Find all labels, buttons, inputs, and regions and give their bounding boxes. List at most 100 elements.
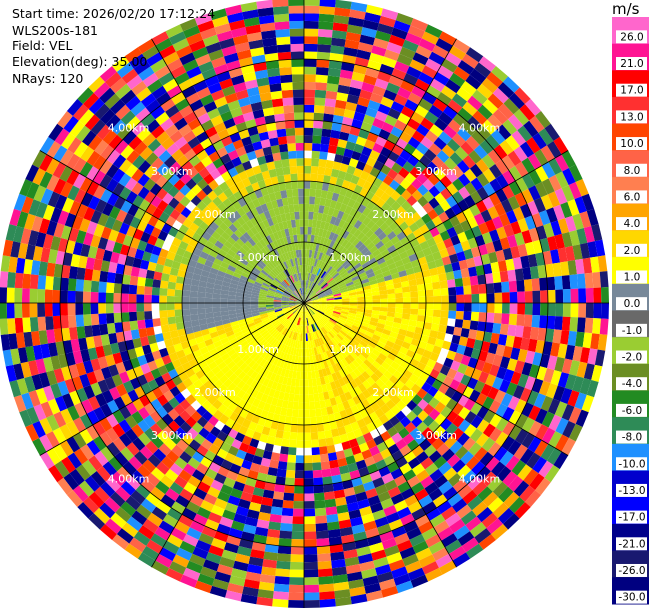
- velocity-gate: [126, 74, 143, 90]
- velocity-gate: [286, 330, 292, 338]
- velocity-gate: [130, 329, 140, 340]
- velocity-gate: [104, 93, 121, 109]
- colorbar-label-background: [616, 537, 647, 551]
- velocity-gate: [276, 358, 283, 368]
- velocity-gate: [395, 410, 407, 422]
- velocity-gate: [147, 453, 162, 468]
- velocity-gate: [137, 276, 146, 287]
- velocity-gate: [245, 284, 254, 290]
- velocity-gate: [83, 92, 100, 110]
- velocity-gate: [60, 290, 68, 303]
- velocity-gate: [387, 262, 397, 271]
- velocity-gate: [159, 317, 169, 326]
- velocity-gate: [545, 328, 555, 343]
- velocity-gate: [365, 268, 374, 276]
- velocity-gate: [348, 509, 362, 520]
- velocity-gate: [290, 306, 298, 310]
- velocity-gate: [569, 360, 580, 377]
- velocity-gate: [310, 424, 318, 433]
- velocity-gate: [296, 317, 301, 326]
- velocity-gate: [294, 340, 299, 349]
- velocity-gate: [93, 184, 106, 200]
- velocity-gate: [390, 468, 404, 480]
- velocity-gate: [131, 181, 144, 196]
- velocity-gate: [365, 107, 378, 118]
- velocity-gate: [105, 114, 121, 130]
- velocity-gate: [151, 435, 164, 449]
- velocity-gate: [17, 242, 29, 259]
- velocity-gate: [436, 500, 452, 515]
- velocity-gate: [281, 281, 288, 288]
- velocity-gate: [273, 207, 281, 216]
- velocity-gate: [289, 339, 295, 348]
- velocity-gate: [168, 397, 180, 409]
- velocity-gate: [292, 523, 304, 532]
- velocity-gate: [258, 308, 267, 313]
- velocity-gate: [526, 137, 541, 154]
- velocity-gate: [411, 189, 423, 201]
- velocity-gate: [324, 311, 333, 316]
- velocity-gate: [427, 208, 439, 220]
- velocity-gate: [562, 420, 576, 439]
- velocity-gate: [232, 220, 242, 230]
- velocity-gate: [555, 289, 564, 303]
- velocity-gate: [99, 159, 113, 175]
- velocity-gate: [106, 441, 121, 457]
- velocity-gate: [296, 325, 300, 333]
- velocity-gate: [371, 214, 381, 224]
- velocity-gate: [227, 299, 236, 303]
- velocity-gate: [100, 446, 115, 462]
- velocity-gate: [356, 49, 372, 60]
- velocity-gate: [304, 81, 316, 90]
- velocity-gate: [262, 318, 271, 324]
- velocity-gate: [409, 358, 420, 368]
- velocity-gate: [196, 178, 209, 190]
- velocity-gate: [408, 253, 418, 263]
- velocity-gate: [304, 5, 320, 14]
- velocity-gate: [220, 294, 229, 300]
- velocity-gate: [92, 421, 106, 436]
- velocity-gate: [396, 365, 407, 375]
- velocity-gate: [308, 348, 313, 357]
- velocity-gate: [319, 304, 327, 307]
- velocity-gate: [304, 135, 313, 144]
- velocity-gate: [323, 206, 330, 215]
- velocity-gate: [137, 552, 156, 568]
- velocity-gate: [424, 567, 443, 582]
- velocity-gate: [154, 375, 166, 387]
- velocity-gate: [293, 324, 297, 333]
- velocity-gate: [309, 324, 314, 333]
- velocity-gate: [338, 360, 346, 370]
- velocity-gate: [270, 328, 278, 336]
- velocity-gate: [342, 325, 351, 333]
- velocity-gate: [384, 409, 396, 421]
- velocity-gate: [308, 281, 313, 289]
- velocity-gate: [377, 318, 387, 325]
- velocity-gate: [333, 274, 342, 281]
- velocity-gate: [402, 291, 411, 298]
- velocity-gate: [473, 255, 483, 267]
- velocity-gate: [290, 347, 295, 356]
- velocity-gate: [307, 272, 311, 281]
- velocity-gate: [384, 356, 394, 366]
- velocity-gate: [557, 218, 570, 234]
- velocity-gate: [377, 523, 392, 536]
- velocity-gate: [139, 259, 150, 270]
- velocity-gate: [288, 150, 297, 159]
- velocity-gate: [364, 306, 373, 311]
- velocity-gate: [400, 318, 410, 326]
- velocity-gate: [109, 99, 126, 115]
- velocity-gate: [177, 269, 187, 278]
- velocity-gate: [374, 516, 389, 528]
- velocity-gate: [264, 278, 273, 284]
- velocity-gate: [318, 369, 324, 378]
- velocity-gate: [379, 222, 389, 232]
- velocity-gate: [407, 154, 420, 167]
- velocity-gate: [239, 187, 249, 198]
- velocity-gate: [517, 348, 528, 363]
- velocity-gate: [304, 561, 318, 570]
- velocity-gate: [405, 560, 422, 574]
- velocity-gate: [113, 303, 122, 313]
- velocity-gate: [281, 306, 290, 311]
- velocity-gate: [235, 295, 244, 300]
